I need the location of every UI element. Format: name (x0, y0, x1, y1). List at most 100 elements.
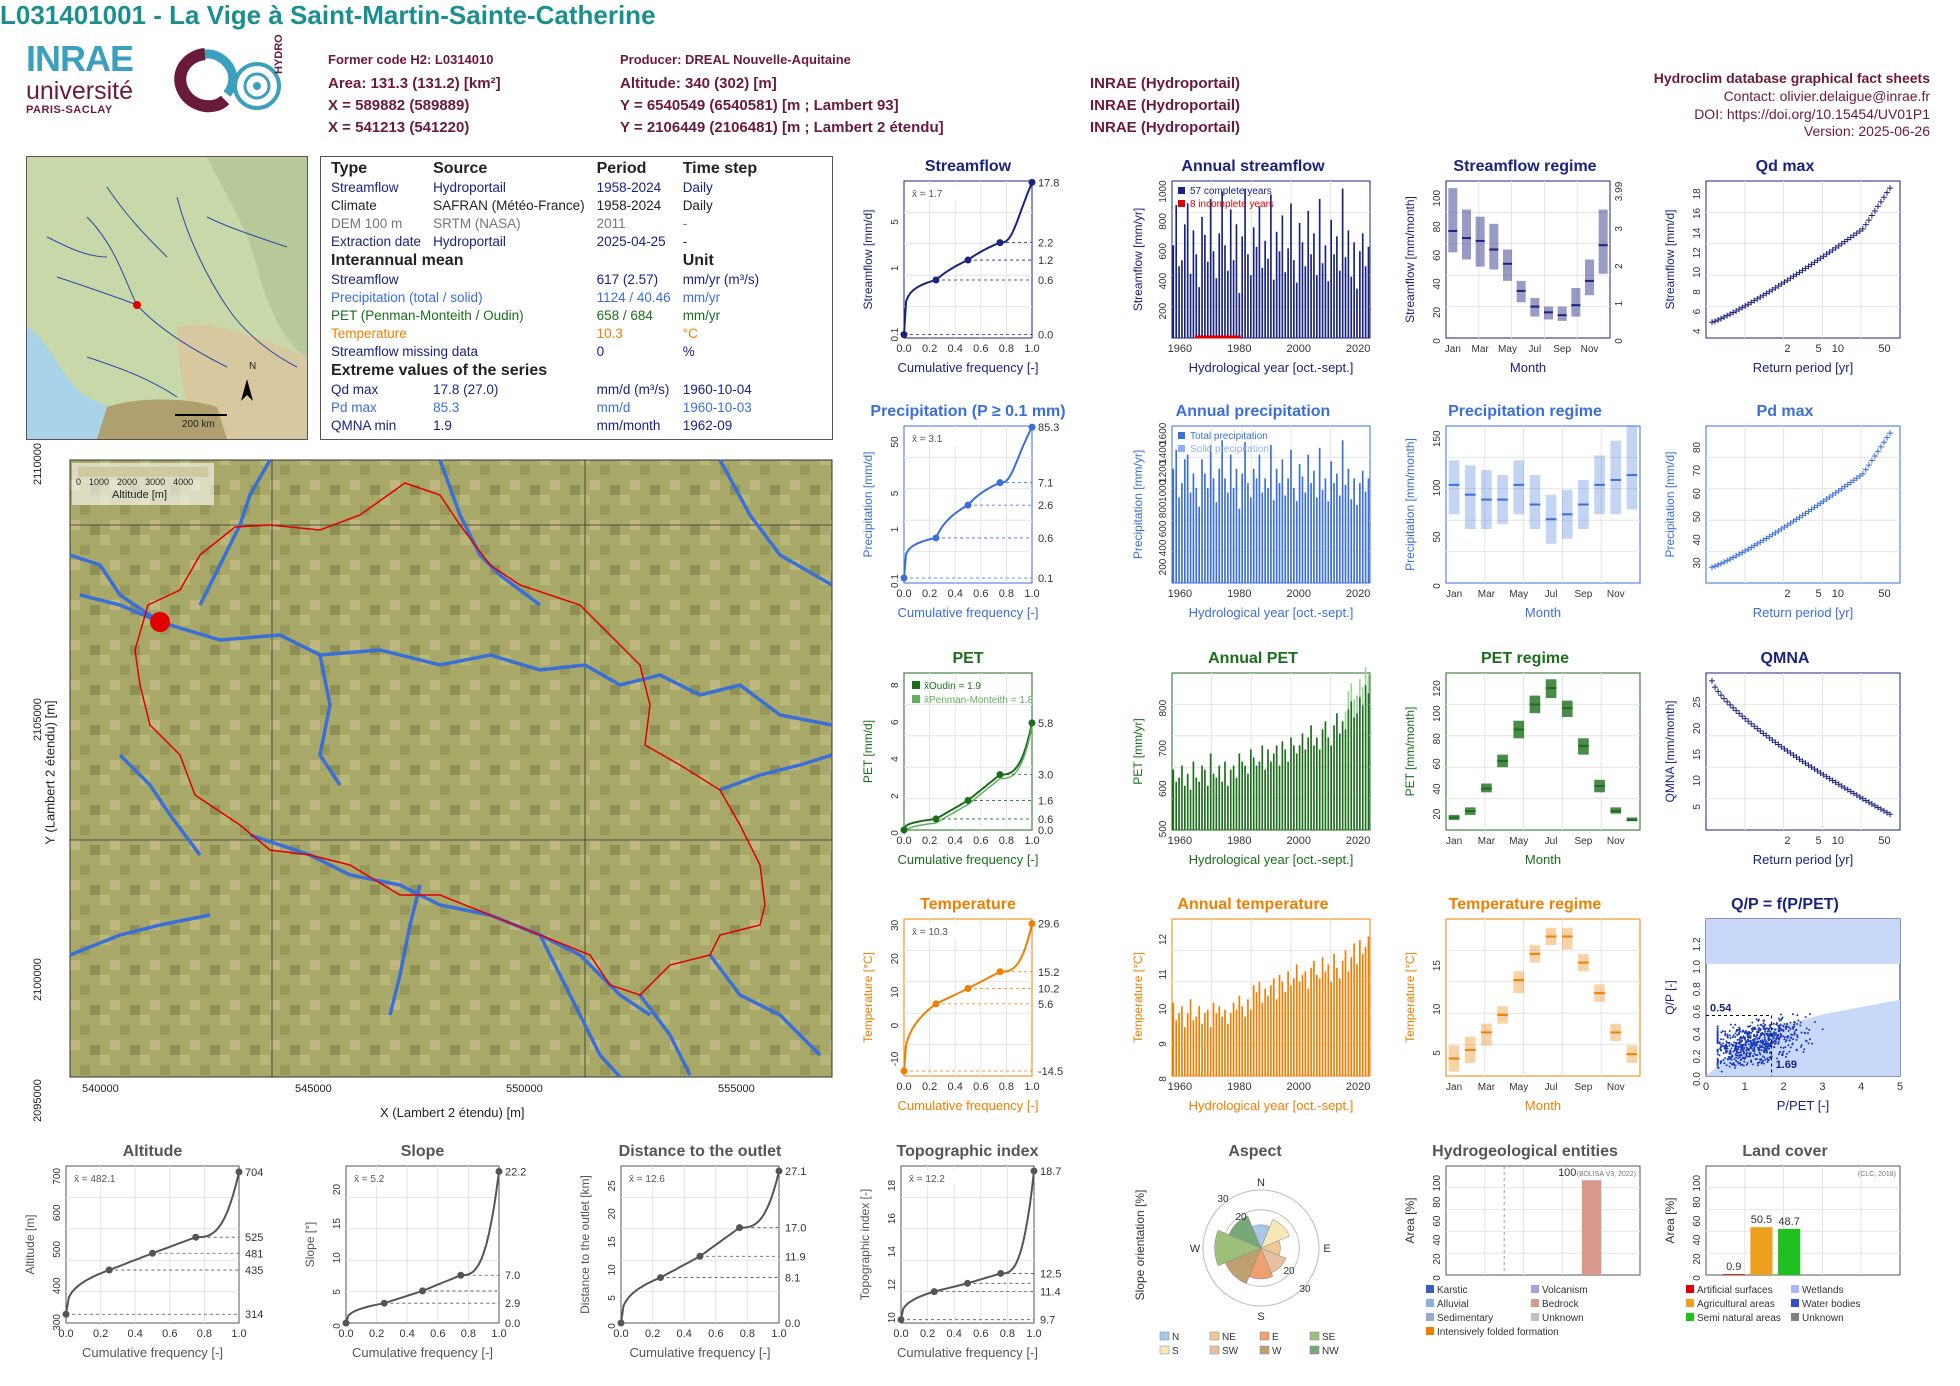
bar (1264, 240, 1266, 338)
data-point (1737, 1047, 1740, 1050)
y-tick: 20 (890, 953, 901, 965)
data-point (1748, 544, 1755, 551)
y-axis-label: Temperature [°C] (861, 952, 875, 1043)
y-tick: 50 (890, 436, 901, 448)
data-point (1731, 1043, 1734, 1046)
bar (1353, 699, 1355, 718)
sector (1214, 1229, 1262, 1267)
y-tick: 600 (1158, 243, 1169, 260)
data-point (1814, 257, 1821, 264)
bar (1224, 478, 1226, 583)
data-point (1760, 1041, 1763, 1044)
y-tick: 1000 (1158, 479, 1169, 502)
table-cell: 1962-09 (682, 418, 733, 433)
data-point (1757, 727, 1764, 734)
bar (1264, 478, 1266, 583)
ring-label: 20 (1283, 1266, 1295, 1277)
aspect-chart: Aspect N E S W 20 30 20 30 Slope orientation [%] N… (1130, 1140, 1380, 1365)
chart-title: Streamflow (925, 158, 1012, 175)
data-point (1728, 1029, 1731, 1032)
data-point (1740, 1047, 1743, 1050)
data-point (1734, 1045, 1737, 1048)
data-point (1761, 1039, 1764, 1042)
data-point (1793, 1021, 1796, 1024)
former-code: Former code H2: L0314010 (328, 52, 494, 67)
data-label: 50.5 (1751, 1214, 1772, 1226)
bar (1315, 974, 1318, 1076)
right-label: 1.2 (1038, 255, 1053, 267)
data-point (1826, 775, 1833, 782)
data-point (1850, 232, 1857, 239)
chart-title: Pd max (1757, 403, 1814, 420)
bar (1290, 985, 1292, 1076)
bar (1267, 487, 1269, 583)
data-point (1784, 1028, 1787, 1031)
bar (1327, 281, 1330, 338)
bar (1189, 492, 1192, 583)
bar (1235, 1009, 1238, 1076)
y-tick: 600 (1158, 520, 1169, 537)
data-point (1756, 1037, 1759, 1040)
chart-title: Altitude (123, 1143, 183, 1160)
data-point (1773, 1028, 1776, 1031)
bar (1338, 495, 1341, 583)
bar (1238, 753, 1241, 830)
data-point (1775, 1023, 1778, 1026)
y-tick: 0.1 (890, 327, 901, 341)
data-point (1802, 510, 1809, 517)
bar (1275, 468, 1278, 583)
version: Version: 2025-06-26 (1803, 123, 1930, 139)
table-cell: 1958-2024 (596, 198, 662, 213)
right-label: 7.0 (505, 1270, 520, 1282)
y-tick: 500 (52, 1241, 63, 1258)
data-point (1768, 1024, 1771, 1027)
data-point (1745, 1053, 1748, 1056)
data-point (1709, 564, 1715, 571)
annual-temperature-chart: Annual temperature 1960 1980 2000 2020 8 9 10 11… (1128, 893, 1378, 1118)
data-point (1742, 1048, 1745, 1051)
y-tick: 400 (52, 1277, 63, 1294)
data-point (1754, 540, 1761, 547)
data-point (1747, 1039, 1750, 1042)
data-point (1726, 1033, 1729, 1036)
bar (1189, 273, 1192, 338)
bar (1209, 753, 1212, 830)
x-tick: 0.2 (93, 1328, 108, 1340)
data-point (1749, 1037, 1752, 1040)
x-axis-label: Cumulative frequency [-] (898, 852, 1039, 867)
data-point (1724, 1049, 1727, 1052)
data-point (1729, 1036, 1732, 1039)
data-point (1791, 1043, 1794, 1046)
y-tick: 5 (332, 1289, 343, 1295)
data-point (1716, 1031, 1719, 1034)
data-point (1755, 1042, 1758, 1045)
bar (1295, 282, 1298, 338)
data-point (1715, 561, 1722, 568)
data-point (1847, 234, 1854, 241)
bar (1750, 1227, 1773, 1275)
bar (1313, 470, 1315, 583)
data-point (1766, 1057, 1769, 1060)
y-tick: 10 (1432, 1003, 1443, 1015)
bar (1333, 254, 1335, 338)
right-label: 3.0 (1038, 770, 1053, 782)
data-point (1767, 1037, 1770, 1040)
data-point (1796, 756, 1803, 763)
data-point (1805, 762, 1812, 769)
x-tick: 0.4 (948, 588, 963, 600)
y-tick: 10 (332, 1252, 343, 1264)
x-tick: 0.8 (197, 1328, 212, 1340)
data-point (1808, 261, 1815, 268)
bar (1324, 478, 1327, 583)
bar (1221, 440, 1223, 583)
pd-max-chart: Pd max 2 5 10 50 30 40 50 60 70 80 Return period [y… (1660, 400, 1910, 625)
data-point (1724, 1034, 1727, 1037)
bar (1367, 246, 1370, 338)
y-tick: 700 (1158, 740, 1169, 757)
data-point (1718, 692, 1725, 699)
bar (1327, 737, 1330, 830)
data-point (1733, 552, 1740, 559)
producer: Producer: DREAL Nouvelle-Aquitaine (620, 52, 851, 67)
data-point (1763, 1047, 1766, 1050)
bar (1350, 701, 1353, 830)
